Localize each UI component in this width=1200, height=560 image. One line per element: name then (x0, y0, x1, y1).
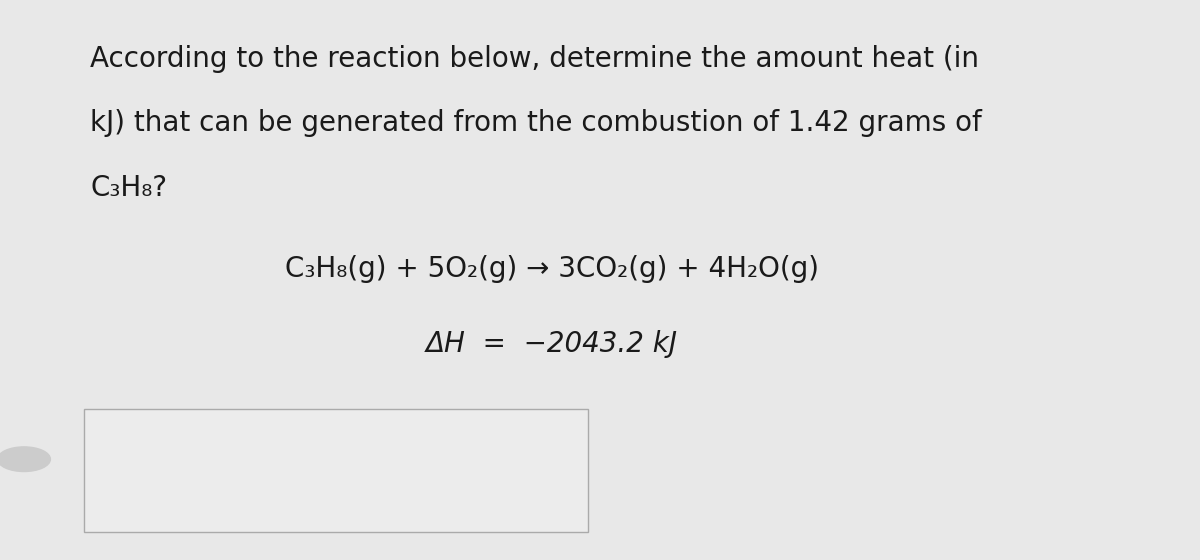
Text: ΔH  =  −2043.2 kJ: ΔH = −2043.2 kJ (426, 330, 678, 358)
Circle shape (0, 447, 50, 472)
Text: C₃H₈(g) + 5O₂(g) → 3CO₂(g) + 4H₂O(g): C₃H₈(g) + 5O₂(g) → 3CO₂(g) + 4H₂O(g) (286, 255, 818, 283)
Text: kJ) that can be generated from the combustion of 1.42 grams of: kJ) that can be generated from the combu… (90, 109, 982, 137)
Bar (84, 409, 588, 532)
Text: C₃H₈?: C₃H₈? (90, 174, 167, 202)
Text: According to the reaction below, determine the amount heat (in: According to the reaction below, determi… (90, 45, 979, 73)
